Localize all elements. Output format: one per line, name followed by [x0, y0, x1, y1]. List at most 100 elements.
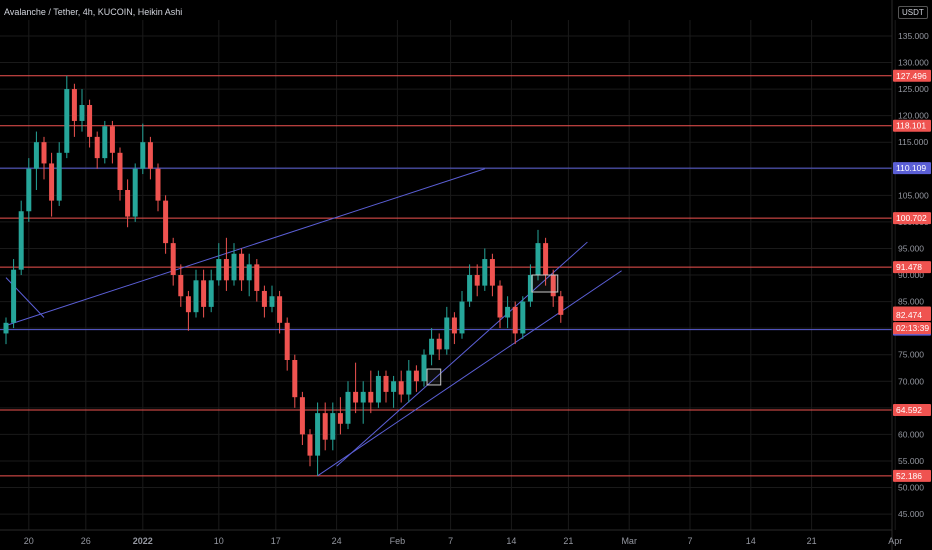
- candle-body-60: [459, 301, 465, 334]
- candle-body-49: [375, 375, 381, 403]
- currency-badge[interactable]: USDT: [898, 6, 928, 19]
- candles-layer: [3, 75, 564, 476]
- candle-body-40: [307, 434, 313, 456]
- candle-body-4: [33, 142, 39, 169]
- candle-body-70: [535, 243, 541, 275]
- candle-body-30: [231, 253, 237, 281]
- candle-body-16: [125, 190, 131, 217]
- candle-body-26: [201, 280, 207, 307]
- level-tag-0-text: 127.496: [896, 71, 927, 81]
- candle-body-47: [360, 391, 366, 403]
- level-tag-6-text: 64.592: [896, 405, 922, 415]
- time-tick-label: 14: [506, 536, 516, 546]
- time-tick-label: 20: [24, 536, 34, 546]
- candle-body-9: [71, 89, 77, 121]
- candle-body-52: [398, 381, 404, 395]
- candle-body-62: [474, 275, 480, 286]
- time-tick-label: 21: [807, 536, 817, 546]
- candle-body-28: [216, 259, 222, 281]
- candle-body-15: [117, 152, 123, 190]
- price-tick-label: 90.000: [898, 270, 924, 280]
- price-tick-label: 125.000: [898, 84, 929, 94]
- candle-body-57: [436, 338, 442, 350]
- price-tag-2-text: 02:13:39: [896, 323, 929, 333]
- price-tick-label: 45.000: [898, 509, 924, 519]
- candle-body-63: [482, 259, 488, 286]
- candle-body-21: [163, 200, 169, 244]
- candle-body-66: [505, 306, 511, 318]
- candle-body-3: [26, 168, 32, 212]
- price-tick-label: 60.000: [898, 429, 924, 439]
- candle-body-72: [550, 275, 556, 297]
- candle-body-73: [558, 296, 564, 315]
- price-tick-label: 95.000: [898, 243, 924, 253]
- highlight-box-1: [531, 274, 559, 293]
- price-tick-label: 105.000: [898, 190, 929, 200]
- candle-body-53: [406, 370, 412, 395]
- grid-layer: [0, 20, 896, 530]
- price-tag-2-bg: [893, 322, 931, 335]
- candle-body-51: [391, 381, 397, 392]
- time-tick-label: Apr: [888, 536, 902, 546]
- price-tick-label: 115.000: [898, 137, 928, 147]
- candle-body-20: [155, 168, 161, 201]
- candle-body-25: [193, 280, 199, 313]
- time-axis[interactable]: 20 26 2022 10 17 24 Feb 7 14 21 Mar 7 14 21 Apr: [0, 529, 902, 546]
- time-tick-label: 26: [81, 536, 91, 546]
- candle-body-13: [102, 126, 108, 159]
- candle-body-68: [520, 301, 526, 334]
- candle-body-6: [49, 163, 55, 201]
- candle-body-35: [269, 296, 275, 307]
- candle-body-38: [292, 360, 298, 398]
- candle-body-55: [421, 354, 427, 382]
- candle-body-41: [315, 413, 321, 456]
- candle-body-71: [543, 243, 549, 275]
- level-tag-0-bg: [893, 69, 931, 82]
- candle-body-36: [277, 296, 283, 323]
- candle-body-48: [368, 391, 374, 403]
- level-tag-7-text: 52.186: [896, 471, 922, 481]
- candle-body-59: [451, 317, 457, 334]
- price-tick-label: 75.000: [898, 350, 924, 360]
- candle-body-43: [330, 413, 336, 440]
- candle-body-42: [322, 413, 328, 440]
- price-axis[interactable]: 135.000130.000125.000120.000115.000110.0…: [891, 0, 929, 550]
- candle-body-18: [140, 142, 146, 169]
- candle-body-10: [79, 105, 85, 121]
- trendline-2: [317, 270, 622, 477]
- candle-body-34: [261, 290, 267, 307]
- price-tick-label: 50.000: [898, 483, 924, 493]
- time-tick-label: 21: [563, 536, 573, 546]
- level-tag-2-text: 110.109: [896, 163, 926, 173]
- horizontal-levels-layer: [0, 75, 892, 477]
- candle-body-64: [489, 259, 495, 286]
- time-tick-label: 10: [214, 536, 224, 546]
- candle-body-24: [185, 296, 191, 313]
- candle-body-44: [337, 413, 343, 424]
- time-tick-label: 2022: [133, 536, 153, 546]
- price-tick-label: 135.000: [898, 31, 929, 41]
- time-tick-label: Feb: [390, 536, 406, 546]
- candle-body-1: [11, 269, 17, 323]
- candle-body-67: [512, 306, 518, 334]
- candle-body-37: [284, 322, 290, 360]
- candle-body-46: [353, 391, 359, 403]
- symbol-title: Avalanche / Tether, 4h, KUCOIN, Heikin A…: [4, 7, 183, 17]
- level-tag-7-bg: [893, 469, 931, 482]
- candle-body-56: [429, 338, 435, 355]
- price-tick-label: 85.000: [898, 297, 924, 307]
- trendlines-layer: [5, 168, 622, 477]
- candle-body-14: [109, 126, 115, 153]
- candle-body-5: [41, 142, 47, 164]
- candle-body-69: [527, 275, 533, 302]
- price-tick-label: 70.000: [898, 376, 924, 386]
- trendline-0: [5, 168, 485, 326]
- candle-body-29: [223, 259, 229, 281]
- boxes-layer: [426, 274, 559, 386]
- time-tick-label: 14: [746, 536, 756, 546]
- candle-body-58: [444, 317, 450, 350]
- price-tick-label: 55.000: [898, 456, 924, 466]
- level-tag-1-text: 118.101: [896, 121, 926, 131]
